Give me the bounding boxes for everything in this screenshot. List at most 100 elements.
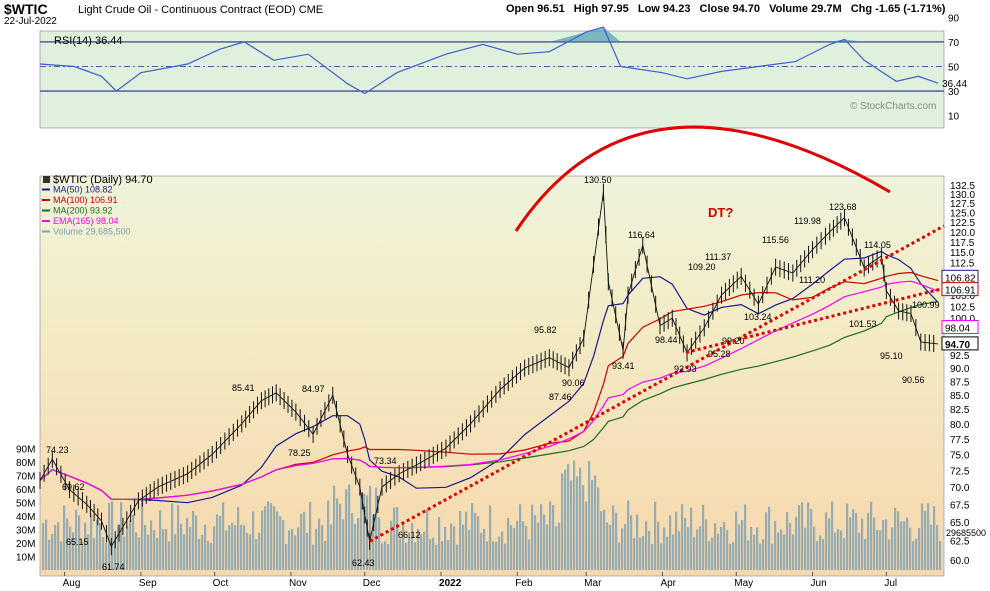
volume-bar [294,535,297,570]
price-tick-label: 92.5 [950,351,970,362]
volume-bar [261,510,264,570]
last-value-tag [941,319,979,334]
price-tick-label: 115.0 [950,248,975,259]
volume-bar [492,541,495,570]
volume-bar [243,525,246,570]
volume-bar [312,544,315,570]
volume-bar [564,469,567,570]
volume-bar [69,526,72,570]
volume-bar [705,519,708,570]
volume-bar [258,532,261,570]
last-value-label: 98.04 [945,323,970,334]
volume-bar [408,532,411,570]
price-tick-label: 82.5 [950,405,970,416]
price-annotation-label: 101.53 [849,319,877,329]
price-annotation-label: 69.62 [62,482,85,492]
price-annotation-label: 84.97 [302,384,325,394]
volume-bar [774,520,777,570]
volume-bar [519,504,522,570]
x-tick-label: Nov [289,578,307,589]
volume-bar [537,522,540,570]
price-panel [39,175,945,577]
neckline-trendline [685,286,945,354]
volume-bar [819,535,822,570]
volume-bar [57,522,60,570]
volume-bar [105,542,108,570]
volume-bar [219,515,222,570]
volume-bar [255,539,258,570]
volume-bar [891,527,894,570]
price-annotation-label: 90.56 [902,375,925,385]
volume-bar [855,513,858,570]
volume-bar [99,523,102,570]
volume-bar [420,534,423,570]
volume-bar [681,504,684,570]
volume-bar [213,526,216,570]
volume-bar [507,517,510,570]
volume-bar [108,502,111,570]
x-tick-label: Feb [515,578,533,589]
volume-bar [867,513,870,570]
volume-bar [117,525,120,570]
close-value: Close 94.70 [699,3,761,15]
price-annotation-label: 114.05 [864,240,891,250]
volume-bar [807,502,810,570]
volume-bar [471,503,474,570]
volume-bar [483,528,486,570]
volume-bar [339,503,342,570]
x-tick-label: Sep [139,578,157,589]
volume-bar [465,511,468,570]
volume-bar [765,512,768,570]
volume-bar [186,517,189,570]
x-tick-label: Mar [584,578,602,589]
volume-bar [396,507,399,570]
price-tick-label: 62.5 [950,537,970,548]
price-tick-label: 85.0 [950,391,970,402]
price-annotation-label: 92.93 [674,364,697,374]
volume-bar [735,511,738,570]
volume-bar [102,537,105,570]
volume-bar [498,536,501,570]
price-annotation-label: 98.44 [655,335,678,345]
volume-bar [423,531,426,570]
volume-bar [162,529,165,570]
change-value: Chg -1.65 (-1.71%) [850,3,946,15]
volume-bar [513,528,516,570]
x-tick-label: Dec [363,578,381,589]
volume-bar [624,523,627,570]
volume-bar [645,521,648,570]
volume-bar [858,532,861,570]
volume-tick-label: 80M [16,458,35,469]
price-tick-label: 70.0 [950,483,970,494]
volume-bar [414,542,417,570]
dt-annotation: DT? [708,205,733,220]
volume-bar [879,529,882,570]
price-annotation-label: 111.20 [799,275,825,285]
volume-bar [633,538,636,570]
volume-tick-label: 90M [16,445,35,456]
price-tick-label: 122.5 [950,218,975,229]
price-annotation-label: 73.34 [374,456,397,466]
volume-bar [924,511,927,570]
price-tick-label: 117.5 [950,238,975,249]
volume-bar [810,508,813,570]
volume-bar [411,523,414,570]
volume-bar [516,520,519,570]
volume-value: Volume 29.7M [769,3,842,15]
volume-bar [543,514,546,570]
x-tick-label: Apr [660,578,676,589]
volume-bar [762,539,765,570]
price-annotation-label: 65.15 [66,537,89,547]
volume-bar [738,524,741,570]
volume-bar [786,512,789,570]
price-annotation-label: 95.28 [708,349,731,359]
volume-bar [138,537,141,570]
volume-bar [606,522,609,570]
volume-bar [915,538,918,570]
volume-bar [147,534,150,570]
ticker-symbol: $WTIC [4,1,48,17]
volume-bar [177,505,180,570]
volume-bar [201,534,204,570]
volume-bar [390,520,393,570]
